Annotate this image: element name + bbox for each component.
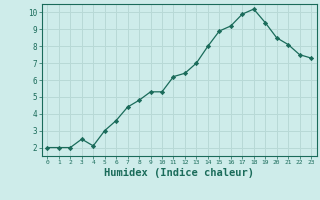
X-axis label: Humidex (Indice chaleur): Humidex (Indice chaleur) xyxy=(104,168,254,178)
